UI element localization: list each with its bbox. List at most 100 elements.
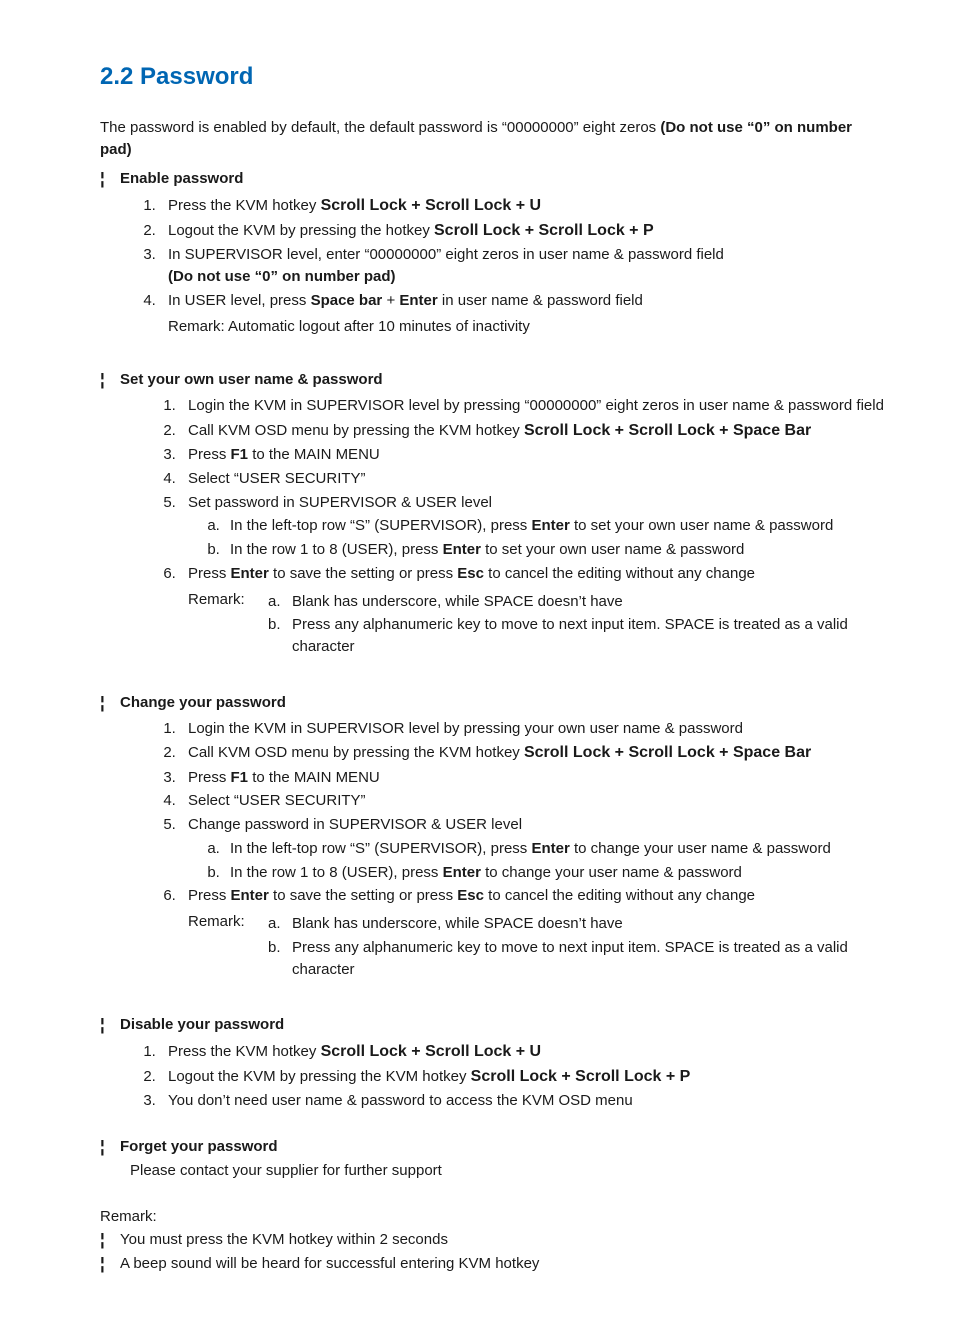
- remark-label: Remark:: [188, 589, 268, 660]
- remark-label: Remark:: [188, 911, 268, 982]
- key-name: Enter: [443, 541, 481, 558]
- list-item: Change password in SUPERVISOR & USER lev…: [180, 814, 884, 883]
- text: Blank has underscore, while SPACE doesn’…: [292, 913, 884, 935]
- section-enable-password: ¦ Enable password: [100, 168, 884, 190]
- hotkey: Scroll Lock + Scroll Lock + P: [434, 222, 654, 239]
- text: Press: [188, 565, 231, 582]
- text: Press: [188, 446, 231, 463]
- key-name: Space bar: [311, 292, 383, 309]
- list-item: Logout the KVM by pressing the hotkey Sc…: [160, 219, 884, 242]
- text: Press: [188, 887, 231, 904]
- remark-block: Remark: a.Blank has underscore, while SP…: [188, 911, 884, 982]
- list-item: Press F1 to the MAIN MENU: [180, 767, 884, 789]
- bullet-icon: ¦: [100, 1014, 120, 1035]
- section-title: Disable your password: [120, 1014, 284, 1036]
- bullet-icon: ¦: [100, 1253, 120, 1274]
- text: In the row 1 to 8 (USER), press: [230, 541, 443, 558]
- hotkey: Scroll Lock + Scroll Lock + U: [321, 1043, 542, 1060]
- list-item: Call KVM OSD menu by pressing the KVM ho…: [180, 419, 884, 442]
- key-name: F1: [231, 769, 249, 786]
- disable-password-steps: Press the KVM hotkey Scroll Lock + Scrol…: [106, 1040, 884, 1112]
- remark-text: Remark: Automatic logout after 10 minute…: [168, 316, 884, 338]
- key-name: Enter: [231, 887, 269, 904]
- text: Blank has underscore, while SPACE doesn’…: [292, 591, 884, 613]
- text: to cancel the editing without any change: [484, 565, 755, 582]
- bullet-icon: ¦: [100, 369, 120, 390]
- hotkey: Scroll Lock + Scroll Lock + Space Bar: [524, 744, 811, 761]
- list-item: Press the KVM hotkey Scroll Lock + Scrol…: [160, 194, 884, 217]
- sub-steps: In the left-top row “S” (SUPERVISOR), pr…: [188, 838, 884, 884]
- forget-password-text: Please contact your supplier for further…: [130, 1160, 884, 1182]
- text: to set your own user name & password: [570, 517, 833, 534]
- text: to set your own user name & password: [481, 541, 744, 558]
- list-item: In USER level, press Space bar + Enter i…: [160, 290, 884, 338]
- text: +: [382, 292, 399, 309]
- section-disable-password: ¦ Disable your password: [100, 1014, 884, 1036]
- key-name: Enter: [531, 517, 569, 534]
- section-title: Change your password: [120, 692, 286, 714]
- text: to change your user name & password: [570, 840, 831, 857]
- letter: b.: [268, 937, 292, 981]
- key-name: Enter: [399, 292, 437, 309]
- text: to the MAIN MENU: [248, 446, 380, 463]
- set-password-steps: Login the KVM in SUPERVISOR level by pre…: [118, 395, 884, 660]
- text: Call KVM OSD menu by pressing the KVM ho…: [188, 744, 524, 761]
- list-item: Set password in SUPERVISOR & USER level …: [180, 492, 884, 561]
- remark-block: Remark: a.Blank has underscore, while SP…: [188, 589, 884, 660]
- text: Set password in SUPERVISOR & USER level: [188, 494, 492, 511]
- bullet-icon: ¦: [100, 692, 120, 713]
- hotkey: Scroll Lock + Scroll Lock + Space Bar: [524, 422, 811, 439]
- section-forget-password: ¦ Forget your password: [100, 1136, 884, 1158]
- text: Press any alphanumeric key to move to ne…: [292, 614, 884, 658]
- key-name: Esc: [457, 887, 484, 904]
- hotkey: Scroll Lock + Scroll Lock + U: [321, 197, 542, 214]
- list-item: In the row 1 to 8 (USER), press Enter to…: [224, 539, 884, 561]
- section-title: Enable password: [120, 168, 243, 190]
- key-name: Enter: [531, 840, 569, 857]
- section-change-password: ¦ Change your password: [100, 692, 884, 714]
- text: to cancel the editing without any change: [484, 887, 755, 904]
- remark-lines: a.Blank has underscore, while SPACE does…: [268, 911, 884, 982]
- text: Press the KVM hotkey: [168, 197, 321, 214]
- text: to save the setting or press: [269, 887, 457, 904]
- list-item: Select “USER SECURITY”: [180, 468, 884, 490]
- text: A beep sound will be heard for successfu…: [120, 1253, 539, 1275]
- text: Press any alphanumeric key to move to ne…: [292, 937, 884, 981]
- text: In the row 1 to 8 (USER), press: [230, 864, 443, 881]
- section-set-password: ¦ Set your own user name & password: [100, 369, 884, 391]
- text: to save the setting or press: [269, 565, 457, 582]
- change-password-steps: Login the KVM in SUPERVISOR level by pre…: [118, 718, 884, 983]
- section-title: Forget your password: [120, 1136, 278, 1158]
- list-item: Login the KVM in SUPERVISOR level by pre…: [180, 395, 884, 417]
- list-item: Logout the KVM by pressing the KVM hotke…: [160, 1065, 884, 1088]
- text: Logout the KVM by pressing the KVM hotke…: [168, 1068, 471, 1085]
- text: Press: [188, 769, 231, 786]
- bullet-icon: ¦: [100, 168, 120, 189]
- text: In the left-top row “S” (SUPERVISOR), pr…: [230, 517, 531, 534]
- letter: b.: [268, 614, 292, 658]
- key-name: Esc: [457, 565, 484, 582]
- list-item: In the row 1 to 8 (USER), press Enter to…: [224, 862, 884, 884]
- key-name: Enter: [231, 565, 269, 582]
- letter: a.: [268, 591, 292, 613]
- text: Call KVM OSD menu by pressing the KVM ho…: [188, 422, 524, 439]
- list-item: Press the KVM hotkey Scroll Lock + Scrol…: [160, 1040, 884, 1063]
- list-item: Login the KVM in SUPERVISOR level by pre…: [180, 718, 884, 740]
- key-name: Enter: [443, 864, 481, 881]
- list-item: In the left-top row “S” (SUPERVISOR), pr…: [224, 838, 884, 860]
- page-title: 2.2 Password: [100, 60, 884, 95]
- enable-password-steps: Press the KVM hotkey Scroll Lock + Scrol…: [106, 194, 884, 337]
- text: In the left-top row “S” (SUPERVISOR), pr…: [230, 840, 531, 857]
- list-item: Select “USER SECURITY”: [180, 790, 884, 812]
- sub-steps: In the left-top row “S” (SUPERVISOR), pr…: [188, 515, 884, 561]
- intro-paragraph: The password is enabled by default, the …: [100, 117, 884, 161]
- key-name: F1: [231, 446, 249, 463]
- remark-label: Remark:: [100, 1206, 884, 1228]
- text: in user name & password field: [438, 292, 643, 309]
- footer-remark: Remark: ¦ You must press the KVM hotkey …: [100, 1206, 884, 1275]
- list-item: Call KVM OSD menu by pressing the KVM ho…: [180, 741, 884, 764]
- intro-text: The password is enabled by default, the …: [100, 119, 660, 136]
- warning-text: (Do not use “0” on number pad): [168, 266, 884, 288]
- list-item: In the left-top row “S” (SUPERVISOR), pr…: [224, 515, 884, 537]
- remark-lines: a.Blank has underscore, while SPACE does…: [268, 589, 884, 660]
